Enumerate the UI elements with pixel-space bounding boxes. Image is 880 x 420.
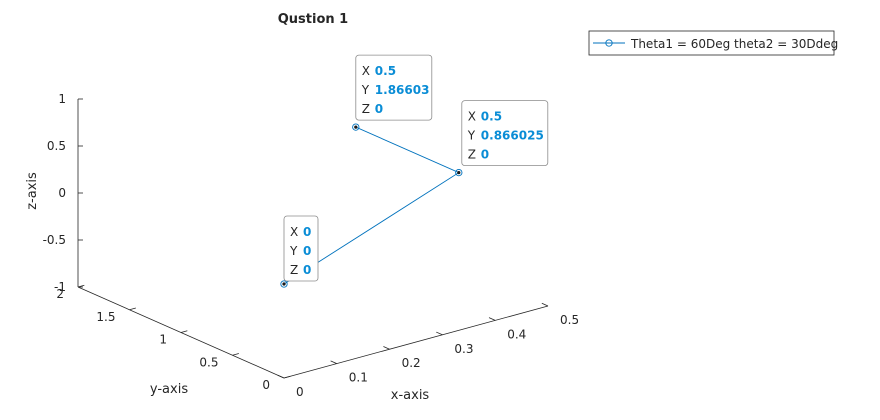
x-tick-mark (436, 331, 443, 336)
datatip-z-value: 0 (481, 148, 489, 162)
y-tick-mark (129, 307, 136, 311)
datatip-x-label: X (362, 64, 370, 78)
z-tick-label: 0.5 (47, 139, 66, 153)
x-tick-mark (383, 346, 390, 350)
datatip-anchor (282, 282, 286, 286)
datatip-x-label: X (468, 110, 476, 124)
x-axis-label: x-axis (391, 388, 430, 403)
series-marker[interactable] (455, 168, 463, 177)
y-tick-label: 0 (262, 378, 270, 392)
chart-title: Qustion 1 (278, 12, 348, 27)
x-tick-mark (488, 317, 496, 321)
y-tick-label: 1 (159, 333, 167, 347)
x-tick-label: 0.1 (349, 371, 368, 385)
datatip-x-value: 0 (303, 225, 311, 239)
x-tick-mark (330, 360, 337, 364)
datatip-anchor (354, 125, 358, 129)
legend-box[interactable] (588, 30, 835, 56)
y-axis-label: y-axis (150, 382, 188, 397)
y-tick-mark (77, 284, 85, 288)
x-tick-label: 0.5 (560, 313, 579, 327)
datatip-y-label: Y (289, 244, 298, 258)
z-tick-label: -0.5 (43, 233, 66, 247)
z-tick-label: 0 (58, 186, 66, 200)
datatip-z-label: Z (290, 263, 298, 277)
datatip-z-label: Z (362, 102, 370, 116)
datatip-x-value: 0.5 (481, 110, 502, 124)
z-axis-label: z-axis (25, 172, 40, 210)
datatip-y-value: 0 (303, 244, 311, 258)
datatip-y-label: Y (467, 129, 476, 143)
series-marker[interactable] (352, 123, 360, 131)
datatip-z-value: 0 (375, 102, 383, 116)
legend-entry: Theta1 = 60Deg theta2 = 30Ddeg (630, 37, 838, 51)
series-marker[interactable] (280, 280, 288, 288)
datatip-anchor (457, 170, 461, 175)
y-tick-mark (232, 353, 239, 356)
y-tick-label: 1.5 (96, 310, 115, 324)
z-tick-label: -1 (54, 280, 66, 294)
x-tick-mark (277, 374, 285, 379)
datatip-box[interactable] (355, 54, 433, 121)
datatip-box[interactable] (283, 215, 319, 282)
datatip-y-label: Y (361, 83, 370, 97)
y-tick-label: 2 (56, 287, 64, 301)
y-tick-label: 0.5 (199, 355, 218, 369)
datatip-x-label: X (290, 225, 298, 239)
datatip-z-label: Z (468, 148, 476, 162)
datatip-y-value: 0.866025 (481, 129, 544, 143)
x-axis-line (283, 305, 549, 379)
x-tick-label: 0.2 (402, 356, 421, 370)
y-tick-mark (180, 330, 188, 333)
datatip-x-value: 0.5 (375, 64, 396, 78)
x-tick-mark (541, 302, 549, 307)
datatip-z-value: 0 (303, 263, 311, 277)
legend-marker-sample (605, 39, 613, 47)
datatip-box[interactable] (461, 100, 549, 166)
x-tick-label: 0.4 (507, 327, 526, 341)
x-tick-label: 0 (296, 385, 304, 399)
x-tick-label: 0.3 (454, 342, 473, 356)
datatip-y-value: 1.86603 (375, 83, 430, 97)
z-tick-label: 1 (58, 92, 66, 106)
